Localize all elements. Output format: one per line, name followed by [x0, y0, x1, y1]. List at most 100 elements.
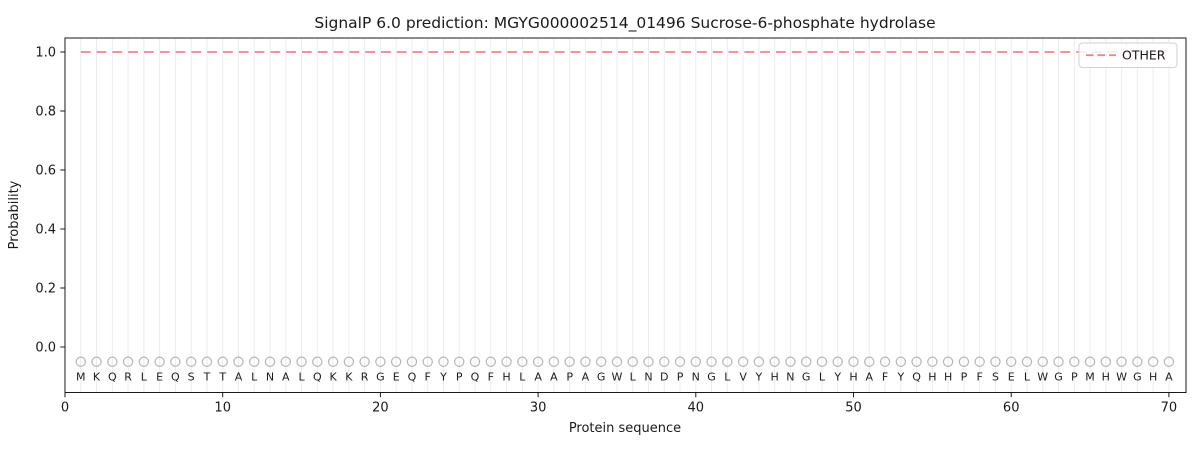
residue-marker [958, 356, 970, 367]
residue-letter: L [1024, 371, 1031, 384]
residue-marker [753, 356, 765, 367]
residue-marker [879, 356, 891, 367]
residue-marker [154, 356, 165, 367]
residue-letter: G [1054, 371, 1063, 384]
x-axis-label: Protein sequence [569, 421, 681, 436]
plot-border [64, 37, 1187, 393]
residue-letter: A [1165, 371, 1173, 384]
residue-letter: E [156, 371, 163, 384]
residue-letter: F [425, 371, 431, 384]
residue-letter: F [882, 371, 888, 384]
y-tick-label: 0.4 [35, 223, 56, 238]
x-tick-label: 10 [214, 401, 231, 416]
residue-marker [848, 356, 859, 367]
y-tick-label: 1.0 [35, 46, 56, 61]
residue-letter: F [976, 371, 982, 384]
residue-marker [785, 356, 796, 367]
residue-marker [627, 356, 638, 367]
residue-letter: A [550, 371, 558, 384]
residue-marker [643, 356, 654, 367]
x-tick-label: 40 [688, 401, 705, 416]
residue-letter: Y [439, 371, 447, 384]
residue-markers-group [75, 356, 1175, 367]
residue-marker [800, 356, 812, 367]
residue-letter: D [660, 371, 668, 384]
residue-marker [611, 356, 623, 367]
legend-box [1078, 42, 1178, 68]
residue-letter: G [707, 371, 716, 384]
residue-letter: S [992, 371, 999, 384]
gridlines-group [80, 38, 1170, 393]
residue-marker [185, 356, 197, 367]
x-tick-label: 70 [1161, 401, 1178, 416]
residue-marker [217, 356, 228, 367]
residue-marker [312, 356, 323, 367]
residue-letter: F [488, 371, 494, 384]
residue-letter: T [218, 371, 226, 384]
residue-marker [201, 356, 213, 367]
residue-marker [1100, 356, 1112, 367]
residue-marker [927, 356, 938, 367]
residue-marker [170, 356, 181, 367]
residue-marker [580, 356, 591, 367]
residue-marker [438, 356, 449, 367]
residue-letter: G [1133, 371, 1142, 384]
residue-marker [233, 356, 244, 367]
residue-marker [501, 356, 512, 367]
residue-marker [359, 356, 370, 367]
residue-marker [1037, 356, 1048, 367]
residue-marker [864, 356, 875, 367]
residue-marker [264, 356, 276, 367]
residue-marker [1021, 356, 1033, 367]
residue-marker [1006, 356, 1017, 367]
residue-marker [1069, 356, 1080, 367]
residue-marker [674, 356, 686, 367]
residue-marker [722, 356, 733, 367]
residue-letter: L [819, 371, 826, 384]
residue-letter: R [361, 371, 369, 384]
residue-marker [454, 356, 465, 367]
axis-ticks-group: 0 10 20 30 40 50 60 70 0.0 0.2 0.4 0.6 0.8 1.0 [35, 46, 1177, 416]
residue-letter: R [124, 371, 132, 384]
residue-letter: Y [833, 371, 841, 384]
residue-letter: T [203, 371, 211, 384]
residue-marker [517, 356, 528, 367]
x-tick-label: 30 [530, 401, 547, 416]
y-tick-label: 0.8 [35, 105, 56, 120]
residue-marker [91, 356, 102, 367]
residue-marker [406, 356, 418, 367]
residue-letter: Q [313, 371, 322, 384]
residue-letter: H [944, 371, 952, 384]
residue-marker [1116, 356, 1127, 367]
residue-letter: H [1149, 371, 1157, 384]
residue-letter: H [1102, 371, 1110, 384]
residue-marker [1163, 356, 1175, 367]
residue-letter: Q [408, 371, 417, 384]
x-tick-label: 60 [1003, 401, 1020, 416]
residue-marker [296, 356, 307, 367]
residue-letter: H [928, 371, 936, 384]
x-tick-label: 20 [372, 401, 389, 416]
residue-letter: N [266, 371, 274, 384]
residue-marker [706, 356, 717, 367]
residue-letter: A [866, 371, 874, 384]
residue-letter: G [597, 371, 606, 384]
residue-marker [532, 356, 544, 367]
residue-letter: Q [171, 371, 180, 384]
residue-letter: K [93, 371, 101, 384]
residue-letter: Q [108, 371, 117, 384]
residue-letter: Y [896, 371, 904, 384]
residue-marker [469, 356, 481, 367]
residue-letter: H [849, 371, 857, 384]
residue-marker [690, 356, 702, 367]
residue-marker [564, 356, 575, 367]
residue-letter: A [534, 371, 542, 384]
residue-letter: P [456, 371, 463, 384]
residue-letter: L [630, 371, 637, 384]
residue-marker [327, 356, 339, 367]
residue-letter: Q [471, 371, 480, 384]
residue-letter: W [1037, 371, 1048, 384]
